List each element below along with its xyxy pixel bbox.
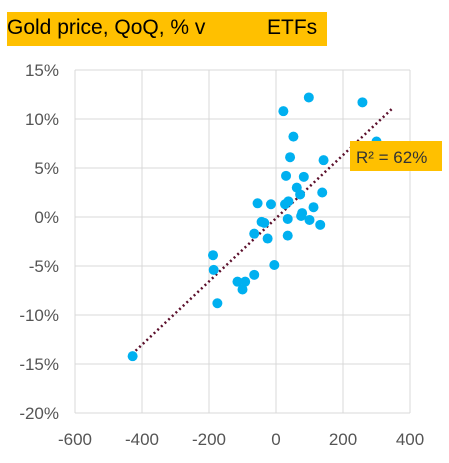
data-point [237, 284, 248, 295]
annotation-layer: R² = 62% [350, 141, 442, 171]
y-tick-label: 5% [34, 159, 59, 178]
data-point [249, 228, 260, 239]
x-tick-label: -600 [58, 430, 92, 449]
data-points [127, 92, 382, 362]
data-point [281, 170, 292, 181]
data-point [357, 97, 368, 108]
data-point [269, 260, 280, 271]
x-tick-label: -200 [192, 430, 226, 449]
data-point [252, 198, 263, 209]
y-tick-label: -20% [19, 404, 59, 423]
data-point [297, 208, 308, 219]
data-point [308, 202, 319, 213]
y-tick-label: -5% [29, 257, 59, 276]
data-point [240, 276, 251, 287]
data-point [318, 155, 329, 166]
x-tick-label: -400 [125, 430, 159, 449]
data-point [317, 187, 328, 198]
data-point [298, 171, 309, 182]
data-point [232, 276, 243, 287]
y-tick-label: 15% [25, 61, 59, 80]
data-point [315, 219, 326, 230]
data-point [282, 230, 293, 241]
data-point [295, 189, 306, 200]
x-tick-label: 200 [329, 430, 357, 449]
data-point [278, 106, 289, 117]
grid [74, 69, 411, 414]
y-tick-label: -15% [19, 355, 59, 374]
y-tick-label: 0% [34, 208, 59, 227]
r-squared-label: R² = 62% [356, 148, 427, 167]
data-point [212, 298, 223, 309]
r-squared-box [350, 141, 442, 171]
y-tick-label: 10% [25, 110, 59, 129]
data-point [208, 250, 219, 261]
chart-title: Gold price, QoQ, % v [7, 16, 206, 39]
data-point [303, 92, 314, 103]
data-point [282, 213, 293, 224]
data-point [288, 131, 299, 142]
y-tick-label: -10% [19, 306, 59, 325]
data-point [304, 214, 315, 225]
data-point [249, 269, 260, 280]
data-point [283, 196, 294, 207]
chart-title-background [7, 12, 327, 46]
axis-ticks: -600 -400 -200 0 200 400 15% 10% 5% 0% -5% -10% -15%… [19, 61, 424, 449]
data-point [262, 233, 273, 244]
chart-title-etfs: ETFs [267, 16, 318, 39]
data-point [259, 217, 270, 228]
x-tick-label: 0 [271, 430, 280, 449]
data-point [208, 264, 219, 275]
x-tick-label: 400 [396, 430, 424, 449]
data-point [265, 199, 276, 210]
data-point [127, 351, 138, 362]
data-point [285, 152, 296, 163]
